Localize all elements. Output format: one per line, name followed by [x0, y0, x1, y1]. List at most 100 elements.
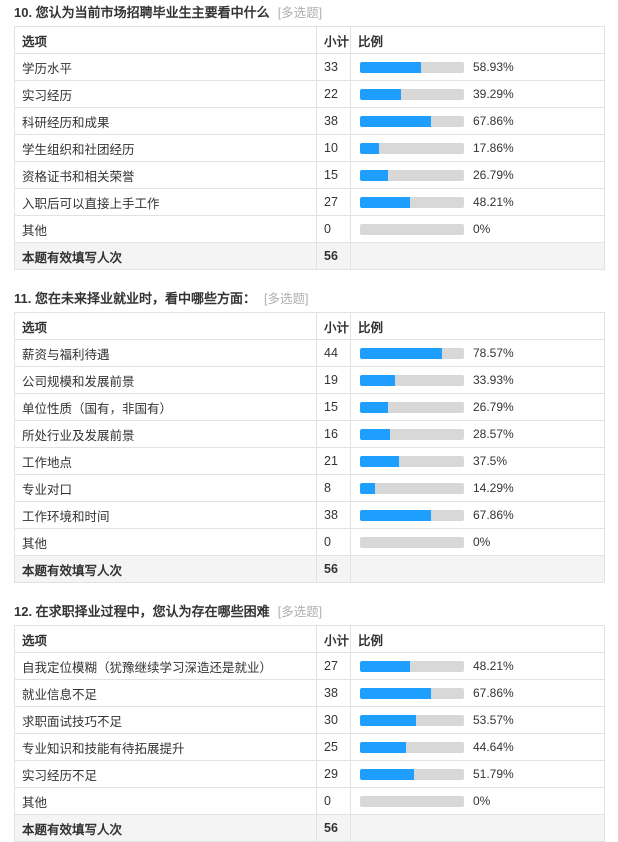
option-label: 资格证书和相关荣誉	[14, 161, 317, 189]
percent-label: 53.57%	[473, 713, 514, 727]
count-value: 0	[316, 215, 351, 243]
ratio-cell: 78.57%	[350, 339, 605, 367]
ratio-bar: 0%	[360, 794, 600, 808]
ratio-cell: 0%	[350, 787, 605, 815]
count-value: 30	[316, 706, 351, 734]
option-label: 入职后可以直接上手工作	[14, 188, 317, 216]
count-value: 8	[316, 474, 351, 502]
option-label: 学生组织和社团经历	[14, 134, 317, 162]
ratio-bar-fill	[360, 142, 379, 154]
question-title-text: 11. 您在未来择业就业时，看中哪些方面：	[14, 291, 256, 306]
percent-label: 37.5%	[473, 454, 508, 468]
multi-select-tag: [多选题]	[263, 292, 309, 306]
ratio-bar: 44.64%	[360, 740, 600, 754]
option-label: 工作地点	[14, 447, 317, 475]
option-label: 公司规模和发展前景	[14, 366, 317, 394]
question-block: 11. 您在未来择业就业时，看中哪些方面： [多选题] 选项 小计 比例 薪资与福…	[14, 289, 605, 583]
option-label: 自我定位模糊（犹豫继续学习深造还是就业）	[14, 652, 317, 680]
ratio-bar: 48.21%	[360, 659, 600, 673]
percent-label: 26.79%	[473, 400, 514, 414]
ratio-bar: 14.29%	[360, 481, 600, 495]
ratio-bar-fill	[360, 741, 407, 753]
ratio-bar-fill	[360, 196, 411, 208]
column-header-count: 小计	[316, 312, 351, 340]
percent-label: 67.86%	[473, 508, 514, 522]
ratio-bar: 39.29%	[360, 87, 600, 101]
ratio-bar-track	[360, 482, 464, 494]
count-value: 44	[316, 339, 351, 367]
count-value: 29	[316, 760, 351, 788]
ratio-cell: 48.21%	[350, 188, 605, 216]
ratio-bar-track	[360, 374, 464, 386]
option-label: 其他	[14, 215, 317, 243]
ratio-bar-fill	[360, 509, 431, 521]
ratio-bar-fill	[360, 61, 422, 73]
table-header-row: 选项 小计 比例	[14, 312, 605, 340]
total-count: 56	[316, 814, 351, 842]
ratio-cell: 44.64%	[350, 733, 605, 761]
table-row: 专业对口 8 14.29%	[14, 474, 605, 502]
ratio-bar: 0%	[360, 535, 600, 549]
ratio-cell: 28.57%	[350, 420, 605, 448]
table-row: 科研经历和成果 38 67.86%	[14, 107, 605, 135]
ratio-bar: 58.93%	[360, 60, 600, 74]
column-header-count: 小计	[316, 625, 351, 653]
table-row: 工作地点 21 37.5%	[14, 447, 605, 475]
ratio-bar: 26.79%	[360, 400, 600, 414]
percent-label: 26.79%	[473, 168, 514, 182]
ratio-bar-fill	[360, 768, 414, 780]
ratio-bar-track	[360, 223, 464, 235]
option-label: 薪资与福利待遇	[14, 339, 317, 367]
table-row: 专业知识和技能有待拓展提升 25 44.64%	[14, 733, 605, 761]
column-header-ratio: 比例	[350, 312, 605, 340]
percent-label: 78.57%	[473, 346, 514, 360]
table-row: 其他 0 0%	[14, 787, 605, 815]
ratio-cell: 58.93%	[350, 53, 605, 81]
ratio-bar: 67.86%	[360, 686, 600, 700]
count-value: 15	[316, 161, 351, 189]
question-title-text: 10. 您认为当前市场招聘毕业生主要看中什么	[14, 5, 270, 20]
table-row: 工作环境和时间 38 67.86%	[14, 501, 605, 529]
ratio-bar: 33.93%	[360, 373, 600, 387]
count-value: 22	[316, 80, 351, 108]
table-row: 学历水平 33 58.93%	[14, 53, 605, 81]
percent-label: 33.93%	[473, 373, 514, 387]
table-row: 单位性质（国有，非国有） 15 26.79%	[14, 393, 605, 421]
stats-table: 选项 小计 比例 薪资与福利待遇 44 78.57% 公司规模和发展前景 19	[14, 312, 605, 583]
ratio-bar-fill	[360, 374, 396, 386]
ratio-bar: 37.5%	[360, 454, 600, 468]
ratio-cell: 14.29%	[350, 474, 605, 502]
table-row: 资格证书和相关荣誉 15 26.79%	[14, 161, 605, 189]
column-header-ratio: 比例	[350, 26, 605, 54]
ratio-bar-fill	[360, 169, 388, 181]
table-row: 薪资与福利待遇 44 78.57%	[14, 339, 605, 367]
ratio-bar-track	[360, 88, 464, 100]
ratio-bar-track	[360, 660, 464, 672]
percent-label: 39.29%	[473, 87, 514, 101]
table-row: 其他 0 0%	[14, 528, 605, 556]
option-label: 实习经历	[14, 80, 317, 108]
percent-label: 67.86%	[473, 114, 514, 128]
ratio-bar: 67.86%	[360, 114, 600, 128]
option-label: 就业信息不足	[14, 679, 317, 707]
total-count: 56	[316, 555, 351, 583]
stats-table: 选项 小计 比例 自我定位模糊（犹豫继续学习深造还是就业） 27 48.21% …	[14, 625, 605, 842]
ratio-bar-track	[360, 536, 464, 548]
count-value: 21	[316, 447, 351, 475]
table-row: 公司规模和发展前景 19 33.93%	[14, 366, 605, 394]
column-header-option: 选项	[14, 312, 317, 340]
multi-select-tag: [多选题]	[277, 605, 323, 619]
percent-label: 51.79%	[473, 767, 514, 781]
ratio-bar-fill	[360, 660, 411, 672]
ratio-bar-fill	[360, 401, 388, 413]
ratio-bar-fill	[360, 428, 390, 440]
question-block: 12. 在求职择业过程中，您认为存在哪些困难 [多选题] 选项 小计 比例 自我定…	[14, 602, 605, 842]
ratio-cell: 17.86%	[350, 134, 605, 162]
ratio-bar-track	[360, 142, 464, 154]
count-value: 38	[316, 679, 351, 707]
total-count: 56	[316, 242, 351, 270]
percent-label: 44.64%	[473, 740, 514, 754]
count-value: 15	[316, 393, 351, 421]
ratio-bar-track	[360, 428, 464, 440]
count-value: 38	[316, 501, 351, 529]
